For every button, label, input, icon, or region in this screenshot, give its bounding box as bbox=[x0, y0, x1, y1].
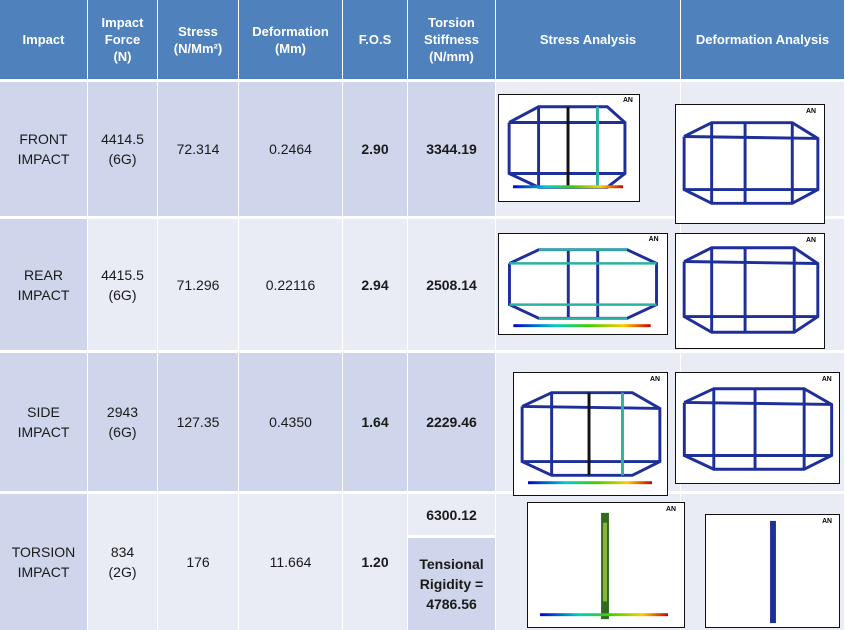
ansys-logo: AN bbox=[806, 108, 816, 115]
row-side-impact: SIDE IMPACT bbox=[0, 353, 88, 494]
side-stress-analysis-image: AN bbox=[513, 372, 668, 496]
ansys-logo: AN bbox=[649, 236, 659, 243]
row-torsion-stiffness: 6300.12 bbox=[408, 494, 496, 538]
rear-deformation-analysis-image: AN bbox=[675, 233, 825, 349]
row-front-deformation: 0.2464 bbox=[239, 82, 343, 219]
ansys-logo: AN bbox=[650, 376, 660, 383]
row-front-stress: 72.314 bbox=[158, 82, 239, 219]
header-fos: F.O.S bbox=[343, 0, 408, 82]
row-rear-stiffness: 2508.14 bbox=[408, 219, 496, 353]
row-front-stiffness: 3344.19 bbox=[408, 82, 496, 219]
ansys-logo: AN bbox=[822, 518, 832, 525]
row-torsion-impact: TORSION IMPACT bbox=[0, 494, 88, 630]
header-deformation: Deformation (Mm) bbox=[239, 0, 343, 82]
row-rear-impact: REAR IMPACT bbox=[0, 219, 88, 353]
row-torsion-force: 834 (2G) bbox=[88, 494, 158, 630]
row-side-stiffness: 2229.46 bbox=[408, 353, 496, 494]
row-torsion-fos: 1.20 bbox=[343, 494, 408, 630]
front-deformation-analysis-image: AN bbox=[675, 104, 825, 224]
torsion-deformation-analysis-image: AN bbox=[705, 514, 840, 628]
row-side-deformation: 0.4350 bbox=[239, 353, 343, 494]
row-rear-force: 4415.5 (6G) bbox=[88, 219, 158, 353]
header-torsion-stiffness: Torsion Stiffness (N/mm) bbox=[408, 0, 496, 82]
row-side-stress: 127.35 bbox=[158, 353, 239, 494]
rear-stress-analysis-image: AN bbox=[498, 233, 668, 335]
header-deformation-analysis: Deformation Analysis bbox=[681, 0, 845, 82]
row-side-force: 2943 (6G) bbox=[88, 353, 158, 494]
front-stress-analysis-image: AN bbox=[498, 94, 640, 202]
row-rear-deformation: 0.22116 bbox=[239, 219, 343, 353]
row-front-force: 4414.5 (6G) bbox=[88, 82, 158, 219]
row-front-impact: FRONT IMPACT bbox=[0, 82, 88, 219]
row-front-fos: 2.90 bbox=[343, 82, 408, 219]
row-torsion-rigidity: Tensional Rigidity = 4786.56 bbox=[408, 538, 496, 630]
ansys-logo: AN bbox=[806, 237, 816, 244]
torsion-stress-analysis-image: AN bbox=[527, 502, 685, 628]
row-torsion-deformation: 11.664 bbox=[239, 494, 343, 630]
header-impact: Impact bbox=[0, 0, 88, 82]
ansys-logo: AN bbox=[822, 376, 832, 383]
ansys-logo: AN bbox=[623, 97, 633, 104]
row-side-fos: 1.64 bbox=[343, 353, 408, 494]
row-rear-fos: 2.94 bbox=[343, 219, 408, 353]
ansys-logo: AN bbox=[666, 506, 676, 513]
side-deformation-analysis-image: AN bbox=[675, 372, 840, 484]
row-torsion-stress: 176 bbox=[158, 494, 239, 630]
header-stress: Stress (N/Mm²) bbox=[158, 0, 239, 82]
header-stress-analysis: Stress Analysis bbox=[496, 0, 681, 82]
header-impact-force: Impact Force (N) bbox=[88, 0, 158, 82]
row-rear-stress: 71.296 bbox=[158, 219, 239, 353]
